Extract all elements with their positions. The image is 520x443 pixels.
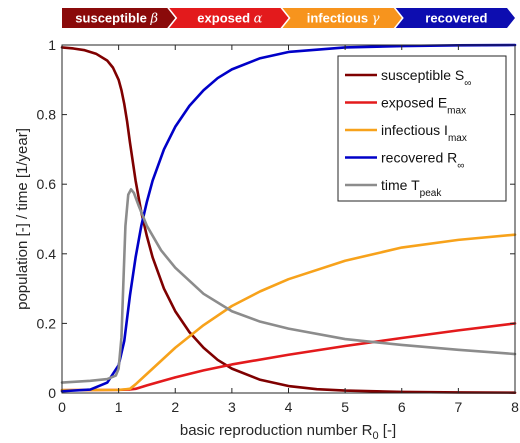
series-line-4	[60, 188, 517, 384]
x-tick-label: 6	[398, 399, 406, 415]
x-axis-label-unit: [-]	[379, 422, 397, 439]
legend: susceptible S∞ exposed Emax infectious Ima…	[337, 55, 507, 202]
banner-label-exposed: exposed α	[197, 11, 262, 27]
x-tick-label: 7	[454, 399, 462, 415]
banner-label-susceptible: susceptible β	[75, 11, 158, 27]
banner-segment-recovered	[395, 8, 515, 28]
series-line-3	[60, 43, 517, 393]
legend-box	[337, 55, 507, 202]
banner-label-recovered: recovered	[425, 11, 487, 26]
banner-label-infectious: infectious γ	[307, 11, 380, 27]
y-tick-label: 0.6	[37, 176, 57, 192]
legend-entry-0: susceptible S∞	[381, 67, 471, 89]
y-tick-label: 0	[48, 385, 56, 401]
series-line-0	[60, 46, 517, 394]
banner-greek-infectious: γ	[372, 12, 380, 27]
x-tick-label: 5	[341, 399, 349, 415]
legend-entry-1: exposed Emax	[381, 95, 466, 117]
y-tick-label: 0.2	[37, 315, 57, 331]
legend-entry-4: time Tpeak	[381, 177, 442, 199]
x-tick-label: 1	[115, 399, 123, 415]
banner-greek-exposed: α	[254, 12, 263, 27]
series-layer	[60, 43, 517, 394]
x-axis-label-sub: 0	[372, 430, 378, 442]
x-tick-label: 4	[285, 399, 293, 415]
y-tick-label: 1	[48, 37, 56, 53]
x-tick-label: 8	[511, 399, 519, 415]
y-tick-label: 0.4	[37, 246, 57, 262]
banner-segment-exposed	[169, 8, 289, 28]
x-axis-label: basic reproduction number R0 [-]	[180, 422, 396, 442]
y-axis-label: population [-] / time [1/year]	[14, 128, 31, 310]
x-tick-label: 2	[171, 399, 179, 415]
tick-layer: 0 1 2 3 4 5 6 7 8 0 0.2 0.4 0.6 0.8 1	[37, 37, 520, 415]
series-line-2	[60, 233, 517, 392]
x-tick-label: 3	[228, 399, 236, 415]
banner-segment-susceptible	[62, 8, 176, 28]
process-banner: susceptible β exposed α infectious γ recove…	[62, 8, 515, 28]
y-tick-label: 0.8	[37, 107, 57, 123]
legend-entry-2: infectious Imax	[381, 122, 467, 144]
banner-segment-infectious	[282, 8, 402, 28]
x-tick-label: 0	[58, 399, 66, 415]
x-axis-label-main: basic reproduction number R	[180, 422, 373, 439]
legend-entry-3: recovered R∞	[381, 150, 464, 172]
banner-greek-susceptible: β	[149, 12, 158, 27]
